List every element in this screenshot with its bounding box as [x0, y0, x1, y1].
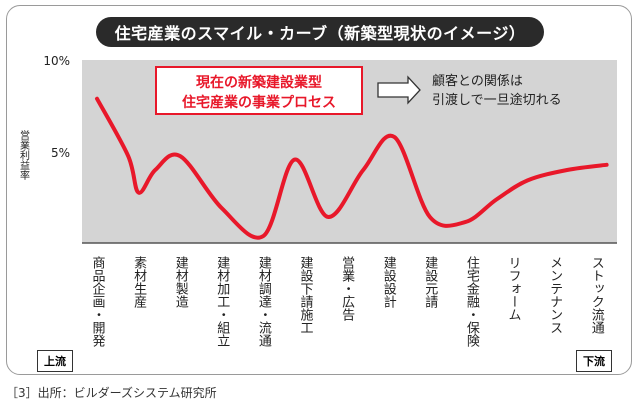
callout-box	[155, 66, 363, 115]
profit-curve	[95, 96, 609, 240]
x-tick-label: 商品企画・開発	[90, 256, 106, 348]
arrow-text-line1: 顧客との関係は	[432, 73, 523, 89]
x-tick-label: 建材加工・組立	[214, 256, 230, 347]
x-tick-label: 建材調達・流通	[256, 256, 272, 347]
callout-arrow	[377, 75, 421, 105]
x-tick-label: 建設設計	[381, 256, 397, 308]
y-axis-label: 営業利益率	[18, 129, 30, 181]
y-tick-10: 10%	[43, 54, 70, 68]
y-tick-5: 5%	[51, 146, 70, 160]
downstream-label: 下流	[576, 350, 612, 372]
x-tick-label: 住宅金融・保険	[464, 256, 480, 347]
x-tick-label: 建材製造	[173, 256, 189, 309]
x-tick-label: ストック流通	[589, 256, 605, 334]
arrow-text-line2: 引渡しで一旦途切れる	[432, 92, 562, 108]
x-tick-label: リフォーム	[506, 256, 521, 321]
chart-title: 住宅産業のスマイル・カーブ（新築型現状のイメージ）	[96, 17, 544, 47]
x-tick-label: 営業・広告	[339, 256, 355, 321]
source-caption: ［3］出所：ビルダーズシステム研究所	[6, 386, 217, 400]
x-tick-label: メンテナンス	[547, 256, 562, 334]
callout-line1: 現在の新築建設業型	[196, 74, 322, 91]
callout-line2: 住宅産業の事業プロセス	[182, 94, 336, 111]
x-tick-label: 建設下請施工	[298, 256, 314, 334]
x-axis-labels: 商品企画・開発 素材生産 建材製造 建材加工・組立 建材調達・流通 建設下請施工 営業・広告…	[90, 256, 605, 348]
x-tick-label: 素材生産	[131, 256, 147, 309]
x-tick-label: 建設元請	[422, 256, 438, 308]
upstream-label: 上流	[37, 350, 73, 372]
